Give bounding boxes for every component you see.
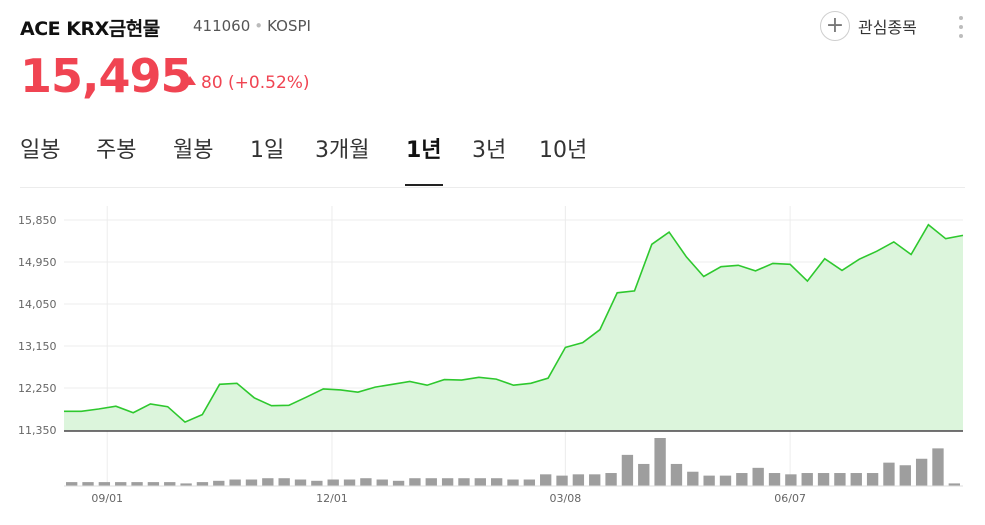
watchlist-button[interactable]: + 관심종목 (820, 10, 917, 42)
volume-bar (866, 473, 879, 486)
volume-bar (180, 483, 192, 486)
volume-bar (327, 479, 339, 486)
watchlist-label: 관심종목 (858, 18, 917, 37)
volume-bar (850, 473, 862, 486)
volume-bar (360, 478, 372, 486)
tab-weekly[interactable]: 주봉 (96, 138, 137, 163)
x-tick-label: 03/08 (550, 492, 582, 505)
volume-bar (392, 480, 405, 486)
stock-market: KOSPI (267, 17, 311, 35)
x-tick-label: 06/07 (774, 492, 806, 505)
volume-bar (98, 482, 111, 486)
volume-bar (229, 479, 241, 486)
tab-1year[interactable]: 1년 (406, 138, 442, 163)
volume-bar (899, 465, 911, 486)
stock-header: ACE KRX금현물 411060 • KOSPI + 관심종목 (20, 10, 970, 42)
volume-bar (425, 478, 437, 486)
up-triangle-icon (184, 76, 196, 85)
price-area (64, 224, 963, 430)
volume-bar (196, 482, 209, 486)
plus-icon: + (820, 11, 850, 41)
volume-bar (376, 479, 388, 486)
tab-3years[interactable]: 3년 (472, 138, 507, 163)
volume-bar (801, 473, 813, 486)
volume-bar (556, 475, 568, 486)
volume-bar (278, 478, 290, 486)
volume-bar (638, 463, 650, 486)
volume-bar (343, 479, 356, 486)
volume-bar (441, 478, 454, 486)
volume-bar (915, 458, 928, 486)
volume-bar (213, 480, 225, 486)
volume-bar (589, 474, 601, 486)
volume-bar (490, 478, 503, 486)
volume-bar (605, 473, 617, 486)
more-options-icon[interactable] (956, 16, 966, 38)
tab-3months[interactable]: 3개월 (315, 138, 370, 163)
tab-daily[interactable]: 일봉 (20, 138, 61, 163)
separator-dot: • (254, 17, 264, 35)
y-tick-label: 13,150 (18, 340, 57, 353)
volume-bar (311, 480, 323, 486)
volume-bar (687, 471, 699, 486)
volume-bar (572, 474, 585, 486)
period-tabs: 일봉 주봉 월봉 1일 3개월 1년 3년 10년 (20, 128, 965, 188)
volume-bar (540, 474, 552, 486)
x-tick-label: 12/01 (316, 492, 348, 505)
volume-bar (654, 438, 666, 486)
price-row: 15,495 80 (+0.52%) (20, 50, 520, 102)
volume-bar (262, 478, 274, 486)
volume-bar (768, 473, 781, 486)
volume-bar (523, 479, 536, 486)
volume-bar (458, 478, 470, 486)
volume-bar (507, 479, 519, 486)
volume-bar (474, 478, 486, 486)
volume-bar (719, 475, 732, 486)
volume-bar (834, 473, 846, 486)
stock-code: 411060 (193, 17, 251, 35)
y-tick-label: 15,850 (18, 214, 57, 227)
volume-bar (66, 482, 78, 486)
change-value: 80 (201, 73, 223, 93)
volume-bar (82, 482, 94, 486)
volume-bar (736, 473, 748, 486)
tab-1day[interactable]: 1일 (250, 138, 285, 163)
x-tick-label: 09/01 (91, 492, 123, 505)
y-tick-label: 11,350 (18, 424, 57, 437)
stock-name: ACE KRX금현물 (20, 18, 160, 40)
stock-meta: 411060 • KOSPI (193, 17, 311, 35)
volume-bar (670, 463, 683, 486)
tab-10years[interactable]: 10년 (539, 138, 588, 163)
volume-bar (932, 448, 944, 486)
active-tab-indicator (405, 184, 443, 186)
change-percent: (+0.52%) (228, 73, 310, 93)
y-tick-label: 14,950 (18, 256, 57, 269)
price-change: 80 (+0.52%) (184, 73, 310, 93)
volume-bar (948, 483, 960, 486)
volume-bar (752, 467, 764, 486)
volume-bar (294, 479, 307, 486)
volume-bar (409, 478, 421, 486)
volume-bar (785, 474, 797, 486)
y-tick-label: 14,050 (18, 298, 57, 311)
volume-bar (115, 482, 127, 486)
y-tick-label: 12,250 (18, 382, 57, 395)
volume-bar (621, 454, 634, 486)
volume-bar (245, 479, 258, 486)
tab-monthly[interactable]: 월봉 (173, 138, 214, 163)
price-line (64, 223, 964, 424)
volume-bar (817, 473, 830, 486)
current-price: 15,495 (20, 49, 193, 103)
volume-bar (883, 462, 895, 486)
volume-bar (164, 482, 176, 486)
volume-bar (147, 482, 160, 486)
volume-bar (131, 482, 143, 486)
volume-bar (703, 475, 715, 486)
